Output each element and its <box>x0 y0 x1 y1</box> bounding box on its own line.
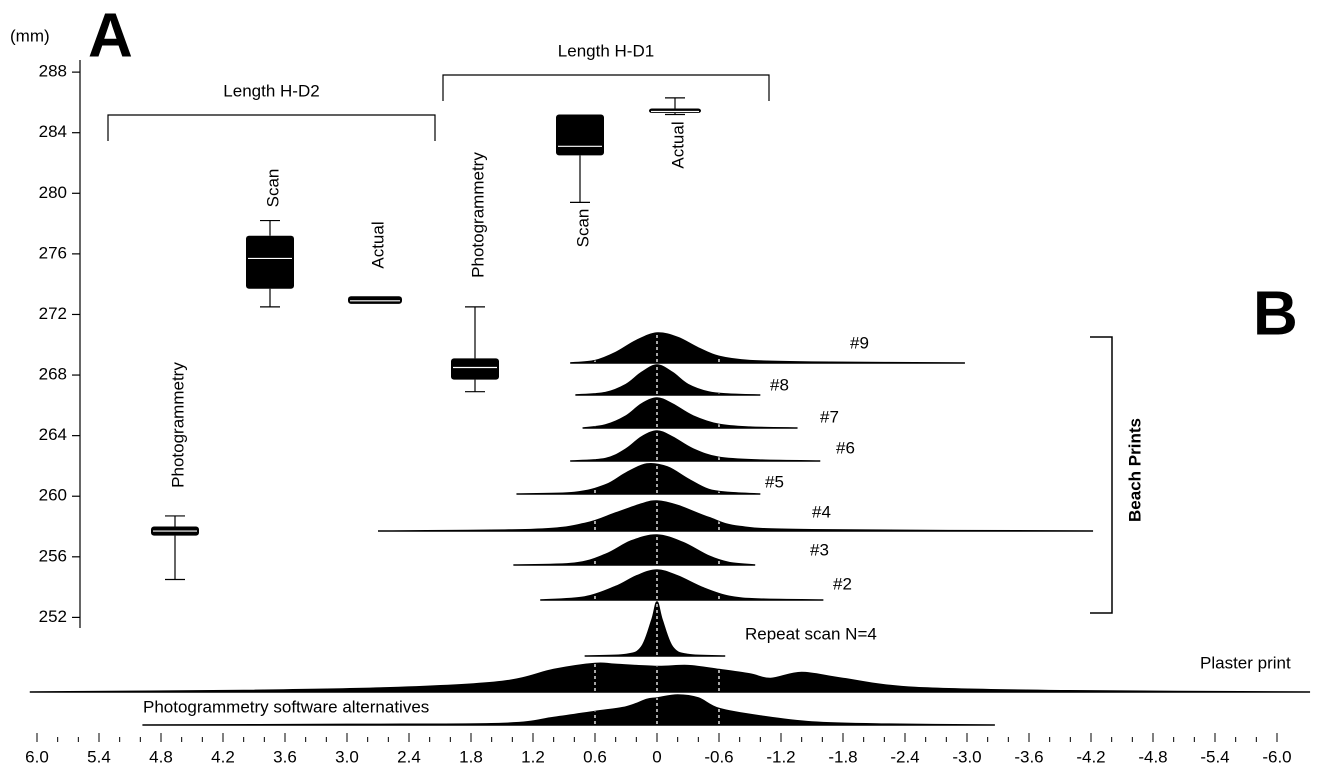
x-tick-label: 3.6 <box>273 747 297 766</box>
box <box>649 108 701 114</box>
x-tick-label: 0.6 <box>583 747 607 766</box>
x-tick-label: -2.4 <box>890 747 919 766</box>
ridge-label: #6 <box>836 438 855 457</box>
x-tick-label: 1.2 <box>521 747 545 766</box>
x-tick-label: 4.2 <box>211 747 235 766</box>
panel-letter: A <box>88 1 133 70</box>
group-bracket <box>442 74 770 101</box>
box <box>451 358 499 380</box>
y-tick-label: 256 <box>39 546 67 565</box>
ridge-label: #5 <box>765 472 784 491</box>
density-ridge <box>540 569 824 601</box>
y-tick-label: 272 <box>39 304 67 323</box>
box-label: Scan <box>263 169 282 208</box>
x-tick-label: 4.8 <box>149 747 173 766</box>
y-tick-label: 284 <box>39 122 67 141</box>
x-tick-label: -6.0 <box>1262 747 1291 766</box>
density-ridge <box>584 601 726 657</box>
density-ridge <box>377 500 1094 532</box>
x-tick-label: -4.8 <box>1138 747 1167 766</box>
box-label: Actual <box>668 121 687 168</box>
x-tick-label: 5.4 <box>87 747 111 766</box>
group-bracket <box>1090 336 1113 614</box>
ridge-label: Plaster print <box>1200 653 1291 672</box>
ridge-label: Repeat scan N=4 <box>745 624 877 643</box>
x-tick-label: -1.8 <box>828 747 857 766</box>
box <box>348 296 402 304</box>
x-tick-label: 3.0 <box>335 747 359 766</box>
ridge-label: #7 <box>820 407 839 426</box>
density-ridge <box>29 662 1311 693</box>
density-ridge <box>513 534 756 566</box>
y-tick-label: 268 <box>39 365 67 384</box>
panel-letter: B <box>1253 279 1298 348</box>
ridge-label: #2 <box>833 574 852 593</box>
group-bracket <box>107 114 436 141</box>
density-ridge <box>570 430 821 462</box>
group-label: Length H-D2 <box>223 81 319 100</box>
group-label: Beach Prints <box>1125 418 1144 522</box>
x-tick-label: -0.6 <box>704 747 733 766</box>
density-ridge <box>516 462 761 495</box>
box-label: Scan <box>573 209 592 248</box>
ridge-label: #9 <box>850 333 869 352</box>
box-label: Photogrammetry <box>168 362 187 488</box>
density-ridge <box>575 364 761 396</box>
x-tick-label: 1.8 <box>459 747 483 766</box>
x-tick-label: -5.4 <box>1200 747 1229 766</box>
box-label: Actual <box>368 221 387 268</box>
ridge-label: Photogrammetry software alternatives <box>143 697 429 716</box>
density-ridge <box>570 332 965 364</box>
ridge-label: #3 <box>810 540 829 559</box>
ridge-label: #4 <box>812 502 831 521</box>
box <box>246 235 294 289</box>
y-tick-label: 264 <box>39 425 67 444</box>
density-ridge <box>582 397 798 429</box>
box <box>556 114 604 156</box>
x-tick-label: -4.2 <box>1076 747 1105 766</box>
ridge-label: #8 <box>770 375 789 394</box>
x-tick-label: 6.0 <box>25 747 49 766</box>
x-tick-label: 0 <box>652 747 661 766</box>
x-tick-label: -3.6 <box>1014 747 1043 766</box>
y-axis-label: (mm) <box>10 26 50 45</box>
density-ridge <box>142 694 995 726</box>
group-label: Length H-D1 <box>558 41 654 60</box>
y-tick-label: 276 <box>39 243 67 262</box>
x-tick-label: -1.2 <box>766 747 795 766</box>
y-tick-label: 252 <box>39 607 67 626</box>
y-tick-label: 288 <box>39 62 67 81</box>
y-tick-label: 280 <box>39 183 67 202</box>
x-tick-label: 2.4 <box>397 747 421 766</box>
x-tick-label: -3.0 <box>952 747 981 766</box>
box-label: Photogrammetry <box>468 152 487 278</box>
y-tick-label: 260 <box>39 486 67 505</box>
